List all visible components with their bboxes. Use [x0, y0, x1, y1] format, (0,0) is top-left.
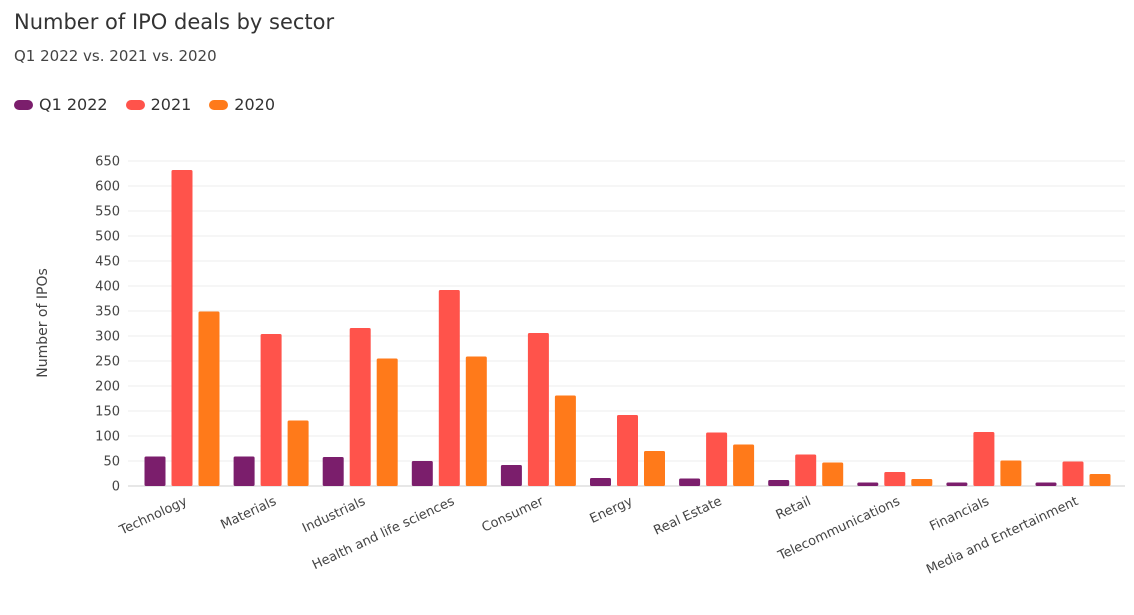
- legend-item-2020[interactable]: 2020: [209, 95, 275, 114]
- y-tick-label: 550: [95, 205, 120, 220]
- bar-energy-q1-2022[interactable]: [590, 478, 611, 486]
- y-tick-label: 100: [95, 430, 120, 445]
- bar-real-estate-2020[interactable]: [733, 444, 755, 487]
- y-tick-label: 300: [95, 330, 120, 345]
- bar-materials-2020[interactable]: [287, 420, 309, 487]
- bar-telecommunications-2021[interactable]: [884, 472, 906, 486]
- bar-materials-2021[interactable]: [260, 334, 282, 486]
- bar-telecommunications-q1-2022[interactable]: [857, 482, 879, 487]
- bar-health-and-life-sciences-2020[interactable]: [465, 356, 487, 487]
- bar-financials-2020[interactable]: [1000, 460, 1022, 487]
- bar-media-and-entertainment-2020[interactable]: [1089, 474, 1111, 486]
- y-tick-label: 350: [95, 305, 120, 320]
- bar-industrials-2021[interactable]: [349, 328, 371, 486]
- x-category-label: Media and Entertainment: [924, 494, 1080, 578]
- legend-swatch-2021: [125, 99, 145, 110]
- bar-real-estate-2021[interactable]: [706, 432, 728, 487]
- y-tick-label: 450: [95, 255, 120, 270]
- bar-media-and-entertainment-2021[interactable]: [1062, 461, 1084, 487]
- legend-swatch-2020: [209, 99, 229, 110]
- bar-technology-q1-2022[interactable]: [144, 456, 166, 487]
- bar-retail-2021[interactable]: [795, 454, 817, 487]
- legend-label-2020: 2020: [234, 95, 276, 114]
- y-tick-label: 0: [112, 480, 120, 495]
- y-tick-label: 150: [95, 405, 120, 420]
- bar-materials-q1-2022[interactable]: [233, 456, 255, 487]
- y-tick-label: 400: [95, 280, 120, 295]
- legend-label-q1-2022: Q1 2022: [39, 95, 108, 114]
- bar-energy-2020[interactable]: [644, 451, 665, 486]
- x-category-label: Consumer: [480, 494, 547, 536]
- x-category-label: Technology: [116, 494, 190, 539]
- y-tick-label: 500: [95, 230, 120, 245]
- y-tick-label: 200: [95, 380, 120, 395]
- bar-retail-2020[interactable]: [822, 462, 844, 487]
- bar-real-estate-q1-2022[interactable]: [679, 478, 701, 487]
- x-category-label: Health and life sciences: [310, 494, 457, 573]
- bar-technology-2020[interactable]: [198, 311, 220, 487]
- bar-industrials-2020[interactable]: [376, 358, 398, 487]
- x-category-label: Energy: [588, 494, 636, 527]
- bar-financials-2021[interactable]: [973, 432, 995, 486]
- legend-swatch-q1-2022: [14, 99, 33, 110]
- y-tick-label: 600: [95, 180, 120, 195]
- bars: [144, 170, 1111, 487]
- x-category-label: Industrials: [300, 494, 368, 536]
- bar-consumer-2020[interactable]: [554, 395, 576, 487]
- x-category-label: Financials: [928, 494, 992, 535]
- y-axis-ticks: 0 50 100 150 200 250 300 350 400 450 500 550 600 650: [95, 155, 120, 495]
- chart-title: Number of IPO deals by sector: [14, 10, 335, 34]
- bar-consumer-2021[interactable]: [527, 333, 549, 486]
- bar-media-and-entertainment-q1-2022[interactable]: [1035, 482, 1057, 487]
- legend: Q1 2022 2021 2020: [14, 95, 275, 114]
- bar-technology-2021[interactable]: [171, 170, 193, 486]
- y-tick-label: 650: [95, 155, 120, 170]
- bar-health-and-life-sciences-q1-2022[interactable]: [411, 461, 433, 486]
- bar-consumer-q1-2022[interactable]: [500, 465, 522, 486]
- legend-label-2021: 2021: [150, 95, 192, 114]
- y-axis-label: Number of IPOs: [35, 268, 51, 378]
- y-tick-label: 50: [103, 455, 120, 470]
- chart-subtitle: Q1 2022 vs. 2021 vs. 2020: [14, 47, 217, 65]
- bar-telecommunications-2020[interactable]: [911, 479, 933, 486]
- bar-energy-2021[interactable]: [617, 415, 638, 486]
- legend-item-2021[interactable]: 2021: [125, 95, 192, 114]
- bar-retail-q1-2022[interactable]: [768, 480, 790, 486]
- legend-item-q1-2022[interactable]: Q1 2022: [14, 95, 108, 114]
- bar-health-and-life-sciences-2021[interactable]: [438, 290, 460, 486]
- y-tick-label: 250: [95, 355, 120, 370]
- x-category-label: Retail: [774, 494, 814, 523]
- x-category-label: Real Estate: [652, 494, 725, 539]
- x-category-label: Materials: [218, 494, 279, 533]
- bar-financials-q1-2022[interactable]: [946, 482, 968, 487]
- bar-industrials-q1-2022[interactable]: [322, 457, 344, 486]
